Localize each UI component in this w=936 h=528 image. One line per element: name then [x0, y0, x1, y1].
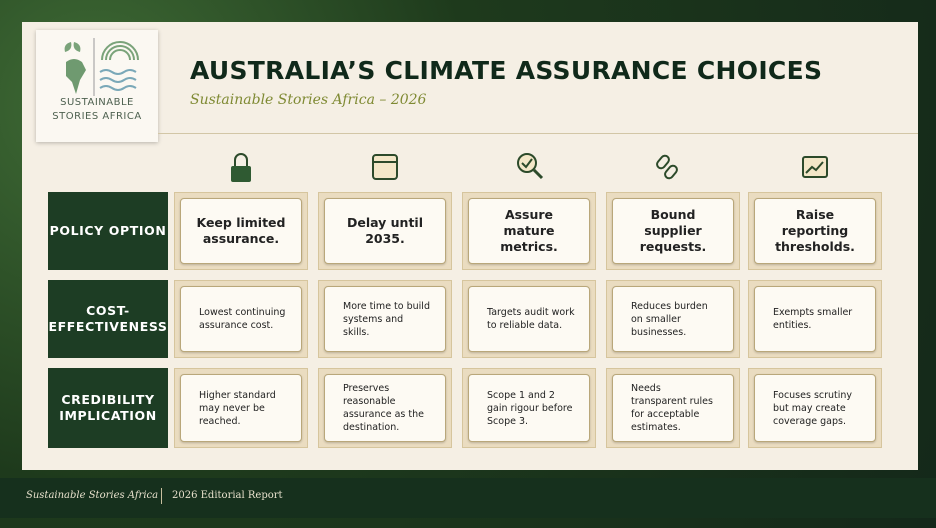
cell-frame: Bound supplier requests. [606, 192, 740, 270]
cell-frame: Keep limited assurance. [174, 192, 308, 270]
cell: Raise reporting thresholds. [754, 198, 876, 264]
cell-frame: Targets audit work to reliable data. [462, 280, 596, 358]
cell: Scope 1 and 2 gain rigour before Scope 3… [468, 374, 590, 442]
title: AUSTRALIA’S CLIMATE ASSURANCE CHOICES [190, 56, 823, 85]
subtitle: Sustainable Stories Africa – 2026 [190, 92, 427, 108]
cell: Delay until 2035. [324, 198, 446, 264]
logo-icon [64, 38, 139, 96]
cell: Lowest continuing assurance cost. [180, 286, 302, 352]
cell: Higher standard may never be reached. [180, 374, 302, 442]
cell-frame: Raise reporting thresholds. [748, 192, 882, 270]
cell: Focuses scrutiny but may create coverage… [754, 374, 876, 442]
cell-frame: Reduces burden on smaller businesses. [606, 280, 740, 358]
divider [158, 133, 918, 134]
footer-separator [161, 488, 162, 504]
cell: Targets audit work to reliable data. [468, 286, 590, 352]
cell-frame: Exempts smaller entities. [748, 280, 882, 358]
cell-frame: Delay until 2035. [318, 192, 452, 270]
row-header: COST-EFFECTIVENESS [48, 280, 168, 358]
footer-brand: Sustainable Stories Africa [26, 490, 159, 501]
cell-frame: More time to build systems and skills. [318, 280, 452, 358]
footer [0, 478, 936, 518]
row-header: CREDIBILITY IMPLICATION [48, 368, 168, 448]
footer-report: 2026 Editorial Report [172, 490, 283, 501]
cell: Needs transparent rules for acceptable e… [612, 374, 734, 442]
cell-frame: Higher standard may never be reached. [174, 368, 308, 448]
cell-frame: Needs transparent rules for acceptable e… [606, 368, 740, 448]
cell: Reduces burden on smaller businesses. [612, 286, 734, 352]
cell: Exempts smaller entities. [754, 286, 876, 352]
cell-frame: Assure mature metrics. [462, 192, 596, 270]
cell-frame: Preserves reasonable assurance as the de… [318, 368, 452, 448]
cell-frame: Focuses scrutiny but may create coverage… [748, 368, 882, 448]
logo [36, 30, 158, 142]
cell: More time to build systems and skills. [324, 286, 446, 352]
logo-text: SUSTAINABLE STORIES AFRICA [52, 97, 142, 122]
row-header: POLICY OPTION [48, 192, 168, 270]
cell: Assure mature metrics. [468, 198, 590, 264]
cell: Keep limited assurance. [180, 198, 302, 264]
cell: Preserves reasonable assurance as the de… [324, 374, 446, 442]
cell: Bound supplier requests. [612, 198, 734, 264]
cell-frame: Scope 1 and 2 gain rigour before Scope 3… [462, 368, 596, 448]
cell-frame: Lowest continuing assurance cost. [174, 280, 308, 358]
icons [231, 153, 828, 182]
